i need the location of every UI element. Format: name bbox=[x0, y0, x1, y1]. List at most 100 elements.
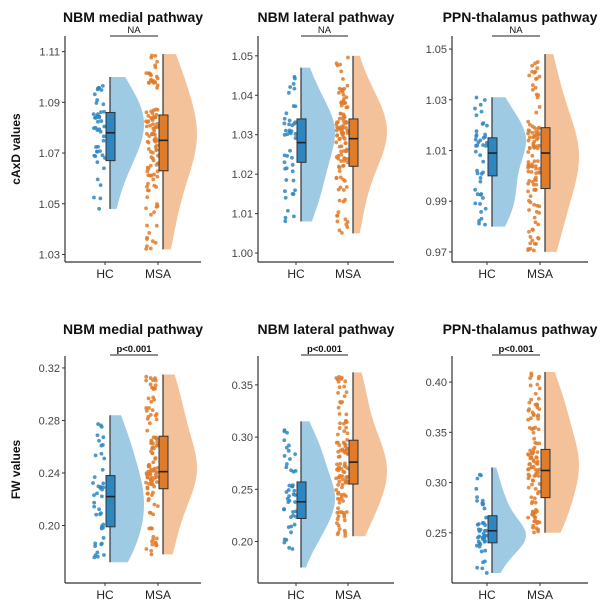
data-point bbox=[92, 493, 96, 498]
data-point bbox=[94, 512, 99, 517]
panel-title: NBM lateral pathway bbox=[258, 9, 395, 25]
data-point bbox=[154, 223, 159, 228]
data-point bbox=[536, 474, 541, 478]
data-point bbox=[536, 93, 541, 98]
data-point bbox=[334, 120, 339, 125]
data-point bbox=[533, 487, 538, 491]
data-point bbox=[95, 550, 100, 555]
data-point bbox=[483, 222, 487, 227]
data-point bbox=[290, 155, 294, 160]
data-point bbox=[478, 176, 483, 180]
data-point bbox=[534, 110, 539, 115]
data-point bbox=[527, 122, 532, 127]
data-point bbox=[340, 482, 345, 487]
y-tick-label: 1.04 bbox=[232, 90, 253, 102]
data-point bbox=[345, 220, 350, 224]
data-point bbox=[145, 195, 150, 200]
data-point bbox=[144, 547, 149, 551]
data-point bbox=[532, 473, 537, 478]
data-point bbox=[535, 414, 540, 419]
box-iqr bbox=[105, 475, 116, 528]
data-point bbox=[474, 129, 479, 134]
data-point bbox=[337, 475, 342, 480]
data-point bbox=[341, 92, 346, 97]
data-point bbox=[101, 536, 106, 540]
data-point bbox=[337, 169, 342, 174]
data-point bbox=[290, 169, 295, 174]
data-point bbox=[96, 422, 101, 426]
data-point bbox=[97, 115, 101, 120]
data-point bbox=[282, 133, 287, 137]
y-tick-label: 1.03 bbox=[426, 95, 447, 107]
data-point bbox=[154, 162, 159, 167]
data-point bbox=[483, 548, 488, 553]
data-point bbox=[476, 522, 481, 526]
data-point bbox=[336, 379, 341, 384]
data-point bbox=[336, 506, 340, 511]
data-point bbox=[483, 132, 487, 137]
data-point bbox=[154, 412, 159, 416]
data-point bbox=[526, 472, 531, 477]
data-point bbox=[148, 163, 153, 168]
data-point bbox=[147, 231, 152, 235]
data-point bbox=[284, 111, 289, 116]
data-point bbox=[144, 124, 149, 129]
data-point bbox=[92, 500, 97, 505]
data-point bbox=[535, 405, 540, 410]
data-point bbox=[533, 500, 538, 505]
data-point bbox=[290, 191, 295, 196]
data-point bbox=[478, 542, 483, 547]
data-point bbox=[339, 130, 344, 135]
data-point bbox=[99, 541, 104, 546]
data-point bbox=[480, 535, 485, 540]
y-tick-label: 1.07 bbox=[39, 148, 60, 160]
y-tick-label: 1.01 bbox=[232, 209, 253, 221]
data-point bbox=[293, 500, 297, 504]
data-point bbox=[334, 155, 339, 159]
data-point bbox=[341, 97, 346, 101]
data-point bbox=[148, 246, 153, 251]
data-point bbox=[152, 137, 157, 142]
box-iqr bbox=[158, 435, 169, 490]
data-point bbox=[531, 182, 536, 187]
data-point bbox=[99, 526, 104, 531]
violin-hc bbox=[301, 421, 335, 568]
box-iqr bbox=[158, 114, 169, 172]
data-point bbox=[531, 135, 536, 140]
data-point bbox=[536, 126, 541, 131]
data-point bbox=[145, 475, 150, 480]
data-point bbox=[527, 198, 531, 203]
y-tick-label: 1.05 bbox=[232, 51, 253, 63]
data-point bbox=[144, 406, 149, 410]
data-point bbox=[98, 183, 103, 188]
data-point bbox=[155, 480, 159, 484]
data-point bbox=[149, 482, 154, 487]
data-point bbox=[473, 201, 478, 206]
data-point bbox=[341, 188, 346, 192]
data-point bbox=[532, 514, 537, 519]
data-point bbox=[93, 544, 98, 548]
data-point bbox=[529, 465, 534, 470]
data-point bbox=[530, 162, 534, 167]
data-point bbox=[341, 77, 345, 81]
data-point bbox=[91, 481, 95, 485]
data-point bbox=[286, 90, 291, 95]
significance-label: p<0.001 bbox=[498, 344, 534, 355]
data-point bbox=[530, 63, 535, 68]
y-tick-label: 1.05 bbox=[426, 44, 447, 56]
data-point bbox=[533, 69, 538, 74]
data-point bbox=[151, 490, 155, 495]
data-point bbox=[102, 553, 106, 557]
data-point bbox=[537, 386, 542, 391]
data-point bbox=[479, 192, 484, 196]
x-tick-label: MSA bbox=[145, 267, 171, 281]
data-point bbox=[99, 425, 104, 429]
y-tick-label: 1.00 bbox=[232, 248, 253, 260]
data-point bbox=[155, 440, 160, 445]
data-point bbox=[283, 166, 288, 171]
data-point bbox=[531, 228, 535, 232]
violin-hc bbox=[110, 76, 144, 209]
box-iqr bbox=[487, 137, 498, 177]
data-point bbox=[526, 138, 531, 143]
data-point bbox=[337, 385, 342, 390]
